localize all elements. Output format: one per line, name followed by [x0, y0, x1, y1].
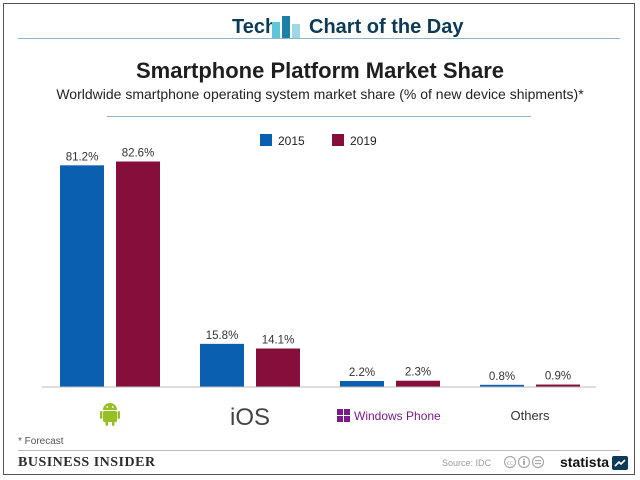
- bar-ios-2015: [200, 343, 244, 387]
- bar-android-2015: [60, 165, 104, 387]
- legend-label-2019: 2019: [350, 134, 377, 148]
- banner-chart-of-the-day: Chart of the Day: [309, 16, 464, 38]
- windows-icon-pane-1: [337, 409, 343, 415]
- banner-line: [18, 38, 620, 39]
- android-icon: [100, 403, 120, 426]
- data-label-android-2019: 82.6%: [122, 148, 155, 160]
- creative-commons-icon: cc: [504, 455, 545, 469]
- svg-text:cc: cc: [507, 460, 514, 467]
- windows-icon-pane-2: [344, 409, 350, 415]
- source-label: Source: IDC: [442, 458, 492, 468]
- bar-android-2019: [116, 161, 160, 387]
- data-label-windows-phone-2019: 2.3%: [405, 367, 431, 379]
- data-label-others-2015: 0.8%: [489, 371, 515, 383]
- banner-tech: Tech: [232, 16, 278, 38]
- subtitle-divider: [107, 116, 531, 117]
- data-label-ios-2019: 14.1%: [262, 335, 295, 347]
- bar-windows-phone-2019: [396, 380, 440, 387]
- category-label-others: Others: [510, 408, 550, 423]
- category-label-windows-phone: Windows Phone: [354, 409, 441, 423]
- bar-others-2015: [480, 384, 524, 387]
- bar-ios-2019: [256, 348, 300, 387]
- data-label-windows-phone-2015: 2.2%: [349, 367, 375, 379]
- bar-windows-phone-2015: [340, 380, 384, 387]
- bar-chart: 2015 2019 81.2% 82.6% 15.8% 14.1% 2.2% 2.3% 0.8%…: [42, 134, 596, 431]
- chart-title: Smartphone Platform Market Share: [136, 58, 504, 83]
- bar-others-2019: [536, 384, 580, 387]
- windows-icon-pane-3: [337, 416, 343, 422]
- data-label-android-2015: 81.2%: [66, 151, 99, 163]
- data-label-ios-2015: 15.8%: [206, 330, 239, 342]
- chart-frame: Tech Chart of the Day Smartphone Platfor…: [3, 3, 635, 475]
- business-insider-logo: BUSINESS INSIDER: [18, 455, 156, 470]
- legend-swatch-2019: [332, 134, 344, 146]
- legend-label-2015: 2015: [278, 134, 305, 148]
- statista-logo: statista: [560, 454, 610, 470]
- legend-swatch-2015: [260, 134, 272, 146]
- footnote: * Forecast: [18, 436, 64, 447]
- chart-of-the-day-logo-icon: [272, 16, 300, 38]
- statista-mark-icon: [612, 456, 628, 470]
- chart-subtitle: Worldwide smartphone operating system ma…: [56, 86, 584, 102]
- category-label-ios: iOS: [230, 404, 270, 431]
- footer-divider: [18, 450, 620, 451]
- data-label-others-2019: 0.9%: [545, 371, 571, 383]
- windows-icon-pane-4: [344, 416, 350, 422]
